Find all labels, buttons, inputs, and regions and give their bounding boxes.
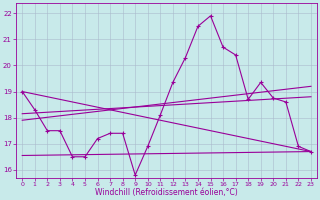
X-axis label: Windchill (Refroidissement éolien,°C): Windchill (Refroidissement éolien,°C) (95, 188, 238, 197)
